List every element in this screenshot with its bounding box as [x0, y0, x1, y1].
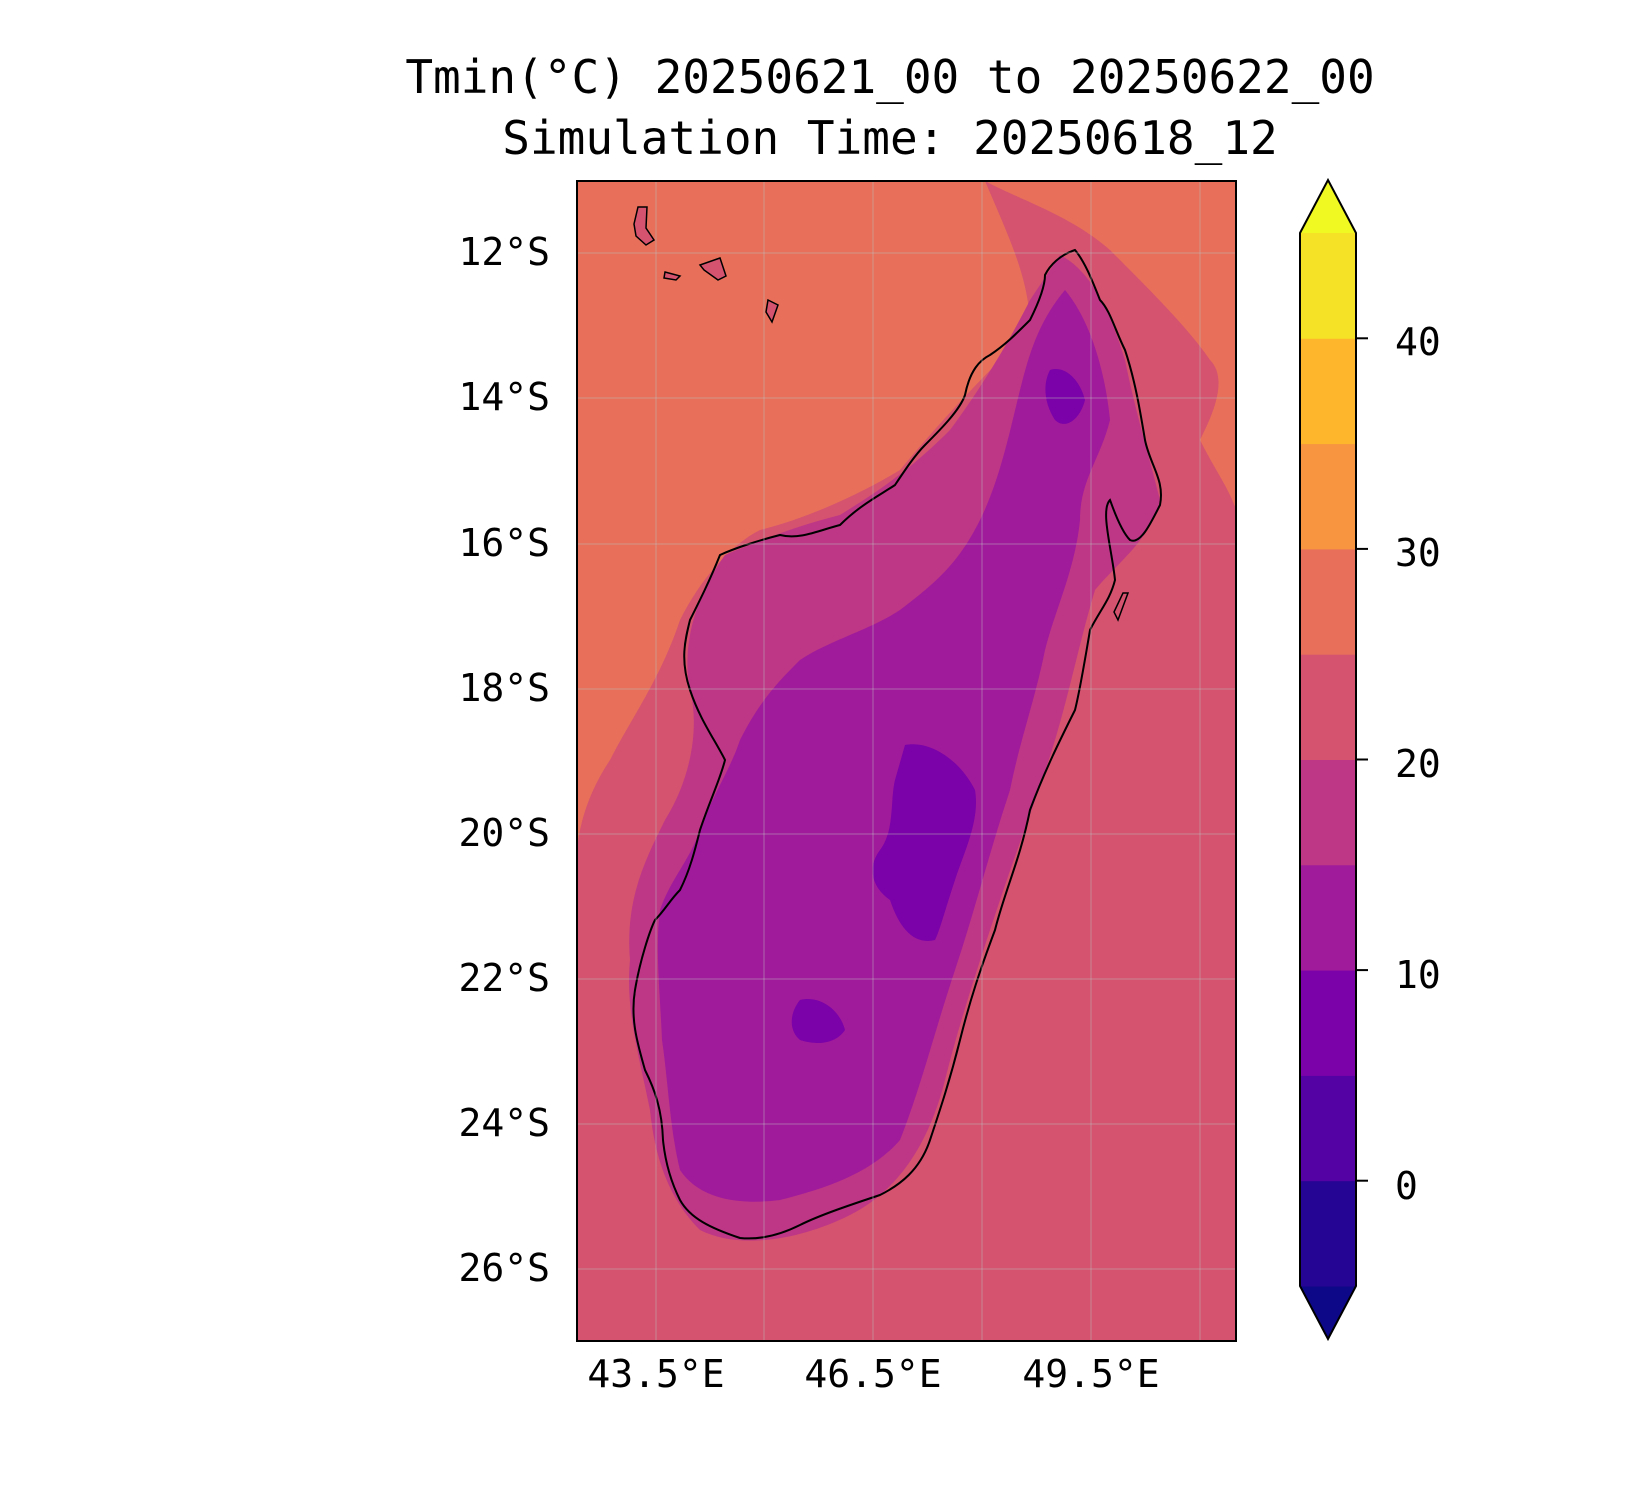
colorbar-segment [1300, 759, 1356, 866]
interior-field-10-15 [657, 290, 1110, 1202]
colorbar-ticks [1356, 337, 1368, 1182]
lat-tick-label: 14°S [458, 375, 550, 419]
colorbar-tick-label: 0 [1395, 1164, 1418, 1208]
island [633, 206, 656, 246]
island [1113, 592, 1130, 622]
colorbar [1299, 177, 1357, 1342]
highland-field-5-10 [872, 744, 976, 941]
colorbar-tick-label: 10 [1395, 953, 1441, 997]
lat-tick-label: 16°S [458, 521, 550, 565]
colorbar-segment [1300, 443, 1356, 550]
colorbar-tick-label: 20 [1395, 742, 1441, 786]
temperature-field [577, 181, 1236, 1341]
map-subtitle: Simulation Time: 20250618_12 [502, 111, 1278, 165]
colorbar-segment [1300, 970, 1356, 1076]
colorbar-tick-label: 30 [1395, 531, 1441, 575]
colorbar-segment [1300, 1075, 1356, 1182]
lon-tick-label: 43.5°E [587, 1352, 725, 1396]
lat-tick-label: 24°S [458, 1101, 550, 1145]
lat-tick-label: 12°S [458, 230, 550, 274]
colorbar-extend-min [1300, 1286, 1356, 1339]
gridlines [577, 181, 1236, 1341]
lon-tick-label: 49.5°E [1022, 1352, 1160, 1396]
lon-tick-label: 46.5°E [804, 1352, 942, 1396]
colorbar-tick-label: 40 [1395, 320, 1441, 364]
island [765, 298, 779, 324]
highland-field-5-10 [1045, 369, 1085, 424]
island [663, 271, 682, 281]
lat-tick-label: 22°S [458, 956, 550, 1000]
ocean-field-25-30 [577, 181, 1236, 850]
colorbar-segment [1300, 864, 1356, 971]
map-frame [576, 180, 1237, 1342]
colorbar-outline [1299, 177, 1357, 1342]
colorbar-extend-max [1300, 180, 1356, 233]
colorbar-segment [1300, 654, 1356, 760]
colorbar-segment [1300, 338, 1356, 445]
coastline [632, 248, 1162, 1240]
island [698, 257, 727, 281]
lat-tick-label: 20°S [458, 811, 550, 855]
lat-tick-label: 26°S [458, 1246, 550, 1290]
highland-field-5-10 [791, 999, 845, 1043]
colorbar-segment [1300, 548, 1356, 655]
colorbar-segment [1300, 1180, 1356, 1287]
lat-tick-label: 18°S [458, 666, 550, 710]
colorbar-segment [1300, 233, 1356, 339]
map-title: Tmin(°C) 20250621_00 to 20250622_00 [405, 50, 1375, 104]
